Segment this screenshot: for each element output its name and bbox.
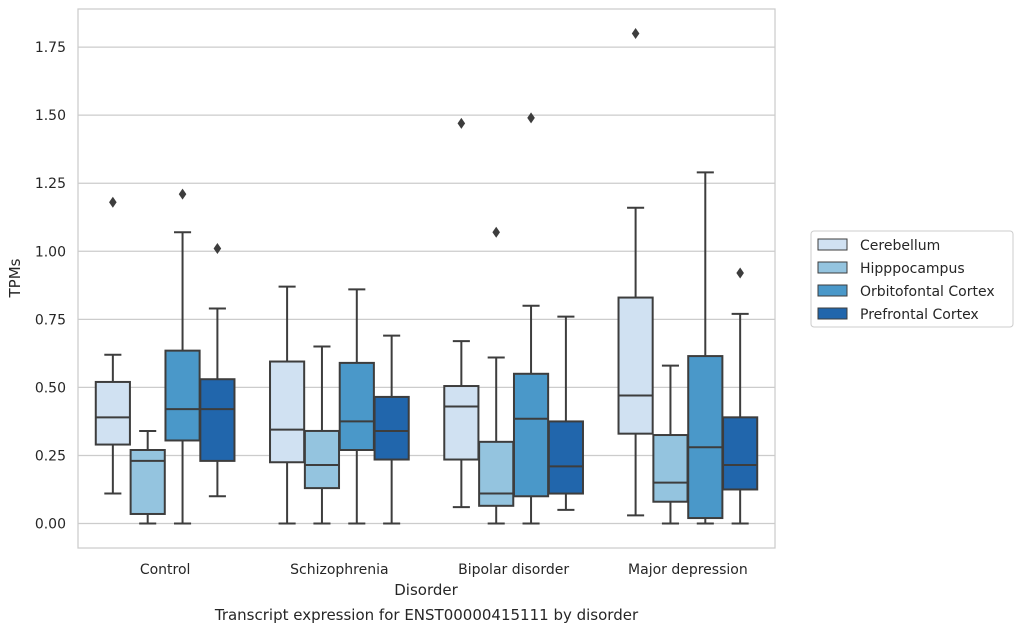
box-iqr xyxy=(303,429,341,490)
box-iqr xyxy=(269,360,306,464)
box-orbitofontal-cortex xyxy=(164,188,201,525)
y-tick-label: 0.00 xyxy=(35,517,66,533)
y-tick-label: 1.00 xyxy=(35,244,66,260)
box-iqr xyxy=(687,355,724,520)
box-iqr xyxy=(164,349,201,442)
box-prefrontal-cortex xyxy=(373,334,410,525)
box-iqr xyxy=(338,361,375,451)
legend-label: Hipppocampus xyxy=(860,261,965,277)
x-axis-label: Disorder xyxy=(394,581,458,599)
box-hipppocampus xyxy=(129,429,166,525)
y-tick-label: 1.50 xyxy=(35,108,66,124)
x-tick-label: Control xyxy=(140,562,191,578)
plot-frame xyxy=(77,8,776,549)
box-iqr xyxy=(617,296,654,435)
box-iqr xyxy=(722,416,759,491)
box-hipppocampus xyxy=(478,226,515,525)
box-orbitofontal-cortex xyxy=(687,171,724,525)
box-iqr xyxy=(443,385,480,461)
box-iqr xyxy=(547,420,584,495)
y-axis-ticks: 0.00 0.25 0.50 0.75 1.00 1.25 1.50 1.75 xyxy=(35,40,66,532)
box-iqr xyxy=(199,378,236,462)
outlier-point xyxy=(178,188,187,200)
legend-swatch xyxy=(817,238,848,251)
box-prefrontal-cortex xyxy=(547,315,584,511)
legend-swatch xyxy=(817,261,848,274)
box-series xyxy=(94,28,759,525)
y-axis-label: TPMs xyxy=(6,258,24,298)
legend-label: Orbitofontal Cortex xyxy=(860,284,995,300)
chart-caption: Transcript expression for ENST0000041511… xyxy=(214,606,639,624)
box-iqr xyxy=(129,449,166,515)
box-iqr xyxy=(373,395,410,461)
outlier-point xyxy=(213,243,222,255)
y-tick-label: 0.75 xyxy=(35,312,66,328)
box-iqr xyxy=(512,372,550,498)
outlier-point xyxy=(736,267,744,279)
box-cerebellum xyxy=(617,28,654,517)
y-tick-label: 1.75 xyxy=(35,40,66,56)
legend-swatch xyxy=(817,284,848,297)
legend: Cerebellum Hipppocampus Orbitofontal Corte… xyxy=(810,230,1014,328)
y-tick-label: 0.50 xyxy=(35,380,66,396)
outlier-point xyxy=(457,117,466,129)
box-orbitofontal-cortex xyxy=(338,288,375,525)
legend-label: Prefrontal Cortex xyxy=(860,307,979,323)
box-hipppocampus xyxy=(303,345,341,525)
box-cerebellum xyxy=(269,285,306,525)
outlier-point xyxy=(109,196,117,208)
legend-frame xyxy=(810,230,1014,328)
box-iqr xyxy=(652,434,689,503)
y-tick-label: 0.25 xyxy=(35,448,66,464)
box-iqr xyxy=(478,440,515,507)
legend-label: Cerebellum xyxy=(860,238,940,254)
y-tick-label: 1.25 xyxy=(35,176,66,192)
box-prefrontal-cortex xyxy=(199,243,236,498)
box-iqr xyxy=(94,380,131,446)
x-tick-label: Schizophrenia xyxy=(290,562,388,578)
x-tick-label: Major depression xyxy=(628,562,748,578)
outlier-point xyxy=(492,226,500,238)
x-tick-label: Bipolar disorder xyxy=(458,562,569,578)
box-cerebellum xyxy=(443,117,480,509)
legend-swatch xyxy=(817,307,848,320)
outlier-point xyxy=(527,112,535,124)
box-orbitofontal-cortex xyxy=(512,112,550,525)
box-hipppocampus xyxy=(652,364,689,525)
x-axis-ticks: Control Schizophrenia Bipolar disorder Majo… xyxy=(140,562,748,578)
box-prefrontal-cortex xyxy=(722,267,759,525)
outlier-point xyxy=(631,28,640,39)
box-cerebellum xyxy=(94,196,131,495)
